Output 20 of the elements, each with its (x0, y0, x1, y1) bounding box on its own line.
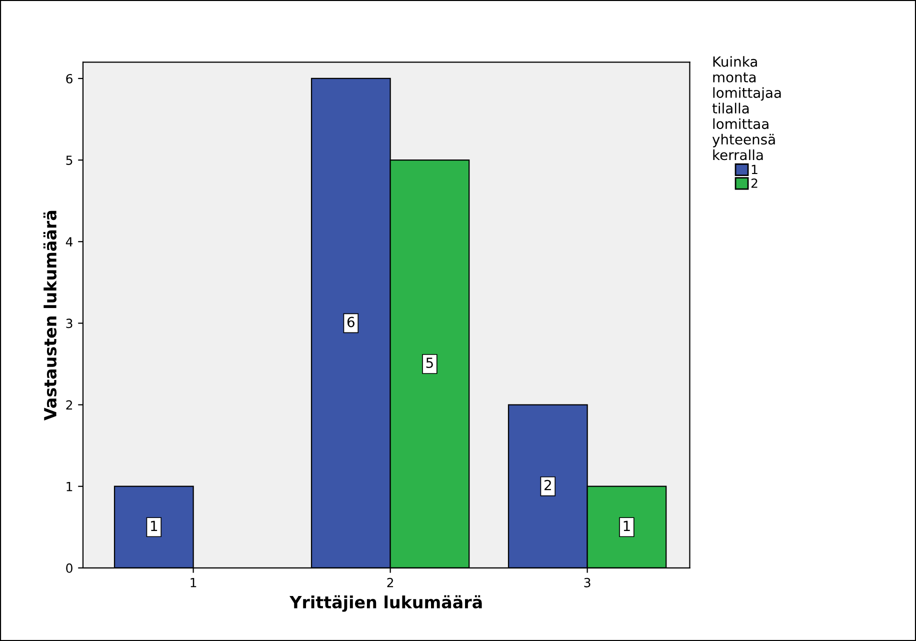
x-tick-label: 3 (584, 578, 590, 588)
y-tick-label: 1 (66, 482, 72, 492)
y-tick-label: 5 (66, 156, 72, 165)
y-tick-label: 0 (66, 563, 72, 573)
x-tick-label: 2 (387, 578, 394, 588)
data-label: 6 (347, 316, 354, 328)
legend-title: Kuinka monta lomittajaa tilalla lomittaa yhteensä kerralla (712, 56, 781, 160)
data-label: 2 (544, 480, 551, 490)
data-label: 1 (624, 520, 630, 531)
y-tick-label: 3 (66, 318, 72, 328)
x-tick-label: 1 (190, 578, 196, 588)
y-tick-label: 2 (66, 400, 72, 410)
data-label: 5 (426, 358, 433, 368)
y-tick-label: 6 (66, 74, 72, 84)
y-axis-title: Vastausten lukumäärä (43, 210, 57, 420)
x-axis-title: Yrittäjien lukumäärä (289, 595, 482, 612)
legend-label: 2 (751, 178, 758, 188)
data-label: 1 (151, 520, 158, 531)
y-tick-label: 4 (66, 237, 73, 246)
legend-label: 1 (752, 164, 758, 174)
